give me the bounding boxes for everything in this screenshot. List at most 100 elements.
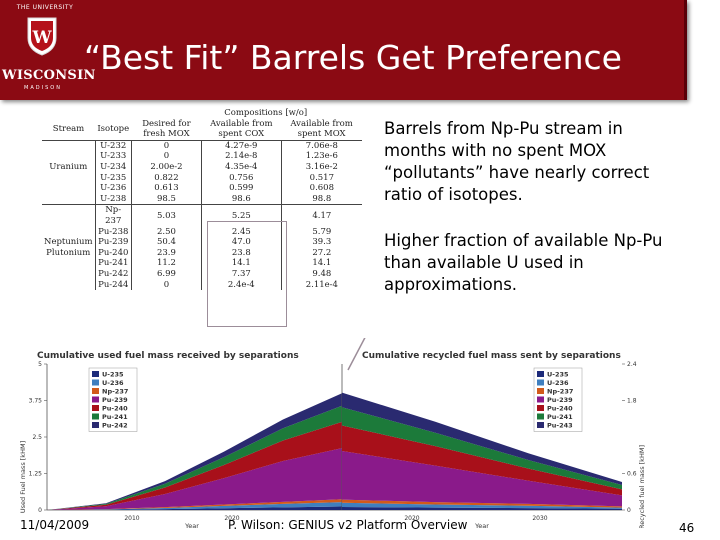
table-cell: U-234 xyxy=(95,161,132,173)
table-cell xyxy=(42,172,96,184)
table-cell: Pu-241 xyxy=(95,258,132,269)
table-row: U-236 0.613 0.599 0.608 xyxy=(42,183,362,194)
table-cell xyxy=(42,151,96,162)
legend-label: Pu-240 xyxy=(547,405,573,413)
table-cell: 7.37 xyxy=(201,268,282,280)
legend-swatch xyxy=(92,396,99,403)
table-cell: 2.00e-2 xyxy=(131,161,202,173)
table-row: U-233 0 2.14e-8 1.23e-6 xyxy=(42,151,362,162)
composition-table: Compositions [w/o] Stream Isotope Desired … xyxy=(42,108,362,327)
table-cell: Pu-244 xyxy=(95,279,132,291)
table-cell: 6.99 xyxy=(131,268,202,280)
x-axis-label: Year xyxy=(184,522,199,528)
legend-label: Pu-239 xyxy=(102,396,128,404)
table-cell: 9.48 xyxy=(312,268,332,279)
area-series xyxy=(47,506,342,510)
table-cell: 2.11e-4 xyxy=(305,279,338,290)
table-cell: 23.9 xyxy=(131,247,202,259)
table-cell: 0.608 xyxy=(309,183,334,194)
legend-swatch xyxy=(92,405,99,411)
table-cell: 27.2 xyxy=(312,247,332,258)
area-series xyxy=(47,448,342,510)
area-series xyxy=(342,506,622,510)
table-cell: 0.599 xyxy=(201,183,282,194)
bullet-text-2: Higher fraction of available Np-Pu than … xyxy=(384,231,663,294)
area-series xyxy=(342,407,622,490)
stacked-area-charts: Cumulative used fuel mass received by se… xyxy=(19,338,646,528)
table-cell: 98.5 xyxy=(131,193,202,205)
y-tick-label: 5 xyxy=(38,361,42,368)
chart-title: Cumulative used fuel mass received by se… xyxy=(37,351,299,361)
table-cell: 39.3 xyxy=(312,237,332,248)
area-series xyxy=(342,392,622,486)
table-cell: U-238 xyxy=(95,193,132,205)
y-tick-label: 1.25 xyxy=(29,471,43,478)
table-cell: 47.0 xyxy=(201,237,282,248)
table-cell: Pu-240 xyxy=(95,247,132,259)
table-column-header: Isotope xyxy=(97,123,130,134)
table-cell: 11.2 xyxy=(131,258,202,269)
legend-label: Pu-241 xyxy=(547,413,573,421)
y-tick-label: 2.5 xyxy=(32,434,42,441)
x-tick-label: 2020 xyxy=(224,515,239,522)
legend-label: Pu-239 xyxy=(547,396,573,404)
table-cell: 0 xyxy=(131,279,202,291)
area-series xyxy=(342,499,622,508)
area-series xyxy=(47,502,342,510)
area-series xyxy=(342,450,622,507)
logo-top-text: THE UNIVERSITY xyxy=(16,4,74,11)
table-cell: 50.4 xyxy=(131,237,202,248)
legend-swatch xyxy=(92,371,99,377)
legend-swatch xyxy=(92,413,99,420)
table-row: Pu-242 6.99 7.37 9.48 xyxy=(42,268,362,280)
area-series xyxy=(342,425,622,496)
table-cell: 2.50 xyxy=(131,226,202,238)
table-cell: 23.8 xyxy=(201,247,282,259)
table-cell: 98.6 xyxy=(201,193,282,205)
table-cell: 5.79 xyxy=(312,226,332,237)
table-cell: 5.03 xyxy=(131,204,202,227)
table-cell: U-236 xyxy=(95,183,132,194)
table-row: U-235 0.822 0.756 0.517 xyxy=(42,172,362,184)
table-cell xyxy=(42,193,96,205)
highlight-box xyxy=(207,221,287,327)
table-cell: 4.17 xyxy=(312,210,332,221)
legend-label: Np-237 xyxy=(102,388,128,396)
legend-swatch xyxy=(537,405,544,411)
legend-swatch xyxy=(537,379,544,386)
footer-date: 11/04/2009 xyxy=(20,518,90,532)
crest-icon: W xyxy=(27,17,57,56)
y-axis-label: Recycled fuel mass [kHM] xyxy=(638,445,646,528)
x-axis-label: Year xyxy=(474,522,489,528)
table-cell: 0.822 xyxy=(131,172,202,184)
table-column-header: Stream xyxy=(52,123,85,134)
table-cell xyxy=(42,268,96,280)
bullet-text-1: Barrels from Np-Pu stream in months with… xyxy=(384,119,650,204)
table-cell: Pu-242 xyxy=(95,268,132,280)
footer-title: P. Wilson: GENIUS v2 Platform Overview xyxy=(228,518,468,532)
y-axis-label: Used Fuel mass [kHM] xyxy=(19,441,27,513)
legend-swatch xyxy=(537,371,544,377)
legend-swatch xyxy=(92,388,99,394)
table-row: Plutonium Pu-240 23.9 23.8 27.2 xyxy=(42,247,362,259)
legend-swatch xyxy=(537,388,544,394)
table-cell: Neptunium xyxy=(42,237,96,248)
table-row: Uranium U-234 2.00e-2 4.35e-4 3.16e-2 xyxy=(42,161,362,173)
table-row: Pu-238 2.50 2.45 5.79 xyxy=(42,226,362,238)
logo-city: MADISON xyxy=(24,85,62,91)
title-bar: THE UNIVERSITY W WISCONSIN MADISON “Best… xyxy=(0,0,687,100)
legend-label: Pu-240 xyxy=(102,405,128,413)
table-cell: 3.16e-2 xyxy=(305,161,338,172)
table-cell: 7.06e-8 xyxy=(305,140,338,151)
y-tick-label: 2.4 xyxy=(627,361,637,368)
legend-label: Pu-241 xyxy=(102,413,128,421)
y-tick-label: 3.75 xyxy=(29,398,43,405)
table-cell: U-235 xyxy=(95,172,132,184)
slide-title: “Best Fit” Barrels Get Preference xyxy=(84,38,622,77)
legend-label: U-235 xyxy=(547,371,569,379)
table-cell: U-233 xyxy=(95,151,132,162)
logo-wordmark: WISCONSIN xyxy=(2,68,96,83)
chart-title: Cumulative recycled fuel mass sent by se… xyxy=(362,351,621,361)
table-cell: Plutonium xyxy=(42,247,96,259)
table-cell: 14.1 xyxy=(312,258,332,269)
